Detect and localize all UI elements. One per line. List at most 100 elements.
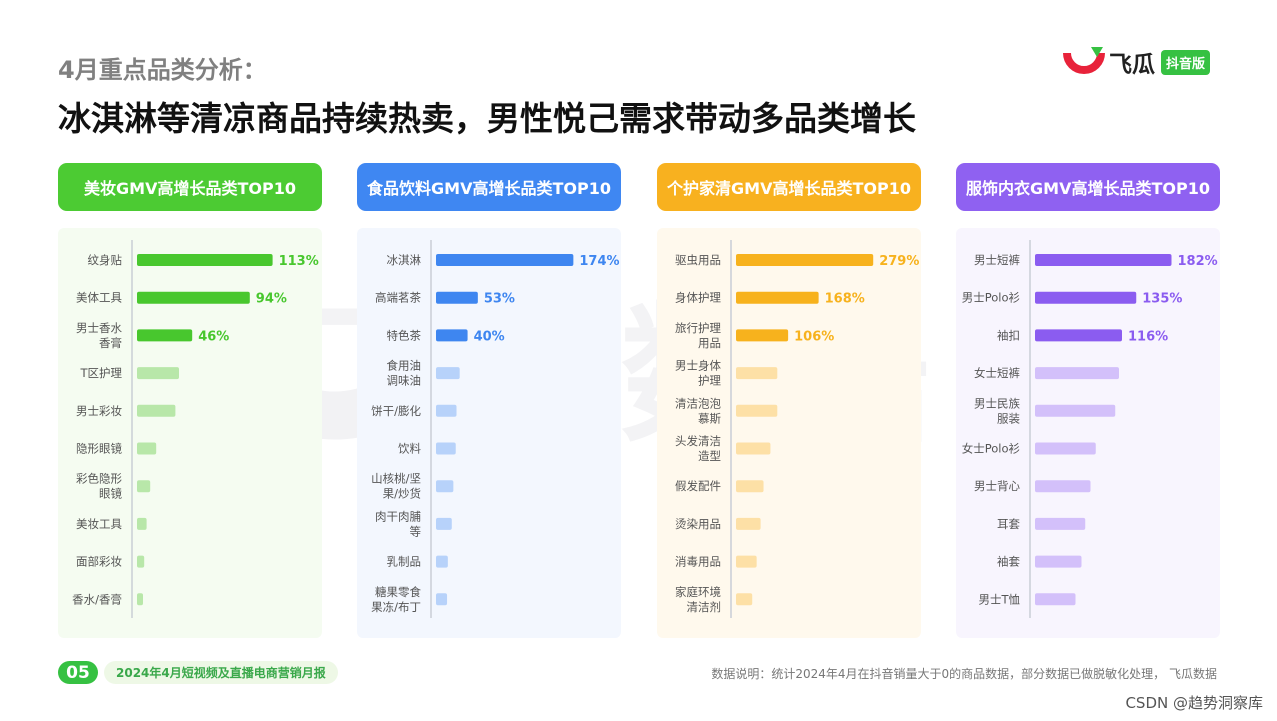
category-label: 假发配件	[675, 479, 721, 493]
bar	[137, 254, 273, 266]
category-label: 男士短裤	[974, 253, 1020, 267]
bar	[736, 254, 874, 266]
logo-badge: 抖音版	[1161, 49, 1211, 75]
category-label: 特色茶	[387, 328, 422, 342]
bar	[436, 329, 468, 342]
category-label: 头发清洁	[675, 434, 721, 448]
category-label: 男士Polo衫	[962, 291, 1020, 305]
category-label: 女士Polo衫	[962, 442, 1020, 456]
value-label: 46%	[198, 329, 229, 344]
category-label: 驱虫用品	[675, 253, 721, 267]
bar	[1035, 442, 1096, 455]
bar	[736, 517, 761, 530]
category-label: 造型	[698, 449, 721, 463]
report-title: 2024年4月短视频及直播电商营销月报	[104, 661, 338, 684]
category-label: 用品	[698, 336, 721, 350]
bar	[736, 329, 789, 342]
value-label: 135%	[1142, 292, 1182, 307]
category-label: 高端茗茶	[375, 291, 421, 305]
category-label: 山核桃/坚	[371, 472, 421, 486]
bar	[436, 367, 460, 380]
bar	[1035, 480, 1091, 493]
category-label: 果/炒货	[383, 487, 421, 501]
bar	[736, 593, 753, 606]
panel-beauty: 美妆GMV高增长品类TOP10 纹身贴 113% 美体工具 94% 男士香水 香膏 46% T…	[58, 163, 322, 638]
chart-svg: 男士短裤 182% 男士Polo衫 135% 袖扣 116% 女士短裤男士民族服装女士Pol…	[962, 240, 1218, 618]
category-label: 男士民族	[974, 396, 1020, 410]
category-label: 女士短裤	[974, 366, 1020, 380]
bar	[736, 480, 764, 493]
bar	[137, 442, 157, 455]
chart-beauty: 纹身贴 113% 美体工具 94% 男士香水 香膏 46% T区护理 男士彩妆 隐形眼镜 彩色隐形眼…	[58, 228, 322, 638]
bar	[436, 517, 452, 530]
category-label: 清洁剂	[687, 600, 722, 614]
category-label: 眼镜	[99, 487, 122, 501]
value-label: 106%	[794, 329, 834, 344]
bar	[736, 367, 778, 380]
bar	[137, 555, 145, 568]
panel-header: 食品饮料GMV高增长品类TOP10	[357, 163, 621, 211]
bar	[1035, 555, 1082, 568]
bar	[1035, 367, 1119, 380]
category-label: 肉干肉脯	[375, 509, 421, 523]
bar	[137, 480, 151, 493]
value-label: 116%	[1128, 329, 1168, 344]
category-label: 男士背心	[974, 479, 1020, 493]
bar	[736, 404, 778, 417]
page-subtitle: 4月重点品类分析：	[58, 56, 267, 84]
bar	[1035, 329, 1122, 342]
bar	[137, 291, 250, 304]
category-label: 男士彩妆	[76, 404, 122, 418]
brand-logo: 飞瓜 抖音版	[1063, 45, 1211, 79]
panel-header: 美妆GMV高增长品类TOP10	[58, 163, 322, 211]
bar	[436, 254, 574, 266]
bar	[137, 367, 179, 380]
value-label: 168%	[825, 292, 865, 307]
bar	[436, 593, 448, 606]
bar	[137, 593, 143, 606]
bar	[436, 404, 457, 417]
category-label: 美妆工具	[76, 517, 122, 531]
category-label: 面部彩妆	[76, 555, 122, 569]
bar	[736, 555, 757, 568]
category-label: 香膏	[99, 336, 122, 350]
value-label: 113%	[279, 254, 319, 269]
category-label: T区护理	[79, 366, 122, 380]
category-label: 身体护理	[675, 291, 721, 305]
value-label: 279%	[879, 254, 919, 269]
bar	[137, 517, 147, 530]
bar	[436, 555, 448, 568]
value-label: 40%	[474, 329, 505, 344]
panel-header: 服饰内衣GMV高增长品类TOP10	[956, 163, 1220, 211]
category-label: 男士身体	[675, 359, 721, 373]
category-label: 纹身贴	[88, 253, 123, 267]
panel-personal-care: 个护家清GMV高增长品类TOP10 驱虫用品 279% 身体护理 168% 旅行护理 用品…	[657, 163, 921, 638]
category-label: 果冻/布丁	[371, 600, 421, 614]
bar	[1035, 404, 1116, 417]
category-label: 等	[410, 524, 422, 538]
logo-name: 飞瓜	[1109, 52, 1155, 78]
category-label: 香水/香膏	[72, 592, 122, 606]
category-label: 糖果零食	[375, 585, 421, 599]
chart-personal-care: 驱虫用品 279% 身体护理 168% 旅行护理 用品 106% 男士身体 护理 清洁泡泡 慕斯 头发…	[657, 228, 921, 638]
category-label: 男士T恤	[978, 592, 1020, 606]
category-label: 耳套	[997, 517, 1020, 531]
panel-header: 个护家清GMV高增长品类TOP10	[657, 163, 921, 211]
bar	[1035, 254, 1172, 266]
value-label: 182%	[1178, 254, 1218, 269]
category-label: 饼干/膨化	[371, 404, 421, 418]
panel-food: 食品饮料GMV高增长品类TOP10 冰淇淋 174% 高端茗茶 53% 特色茶 40% 食用…	[357, 163, 621, 638]
bar	[1035, 291, 1137, 304]
category-label: 清洁泡泡	[675, 396, 721, 410]
category-label: 彩色隐形	[76, 472, 122, 486]
category-label: 隐形眼镜	[76, 442, 122, 456]
category-label: 乳制品	[387, 555, 422, 569]
category-label: 袖扣	[997, 328, 1020, 342]
bar	[137, 404, 176, 417]
bar	[436, 480, 454, 493]
page-number: 05	[58, 661, 98, 684]
category-label: 消毒用品	[675, 555, 721, 569]
